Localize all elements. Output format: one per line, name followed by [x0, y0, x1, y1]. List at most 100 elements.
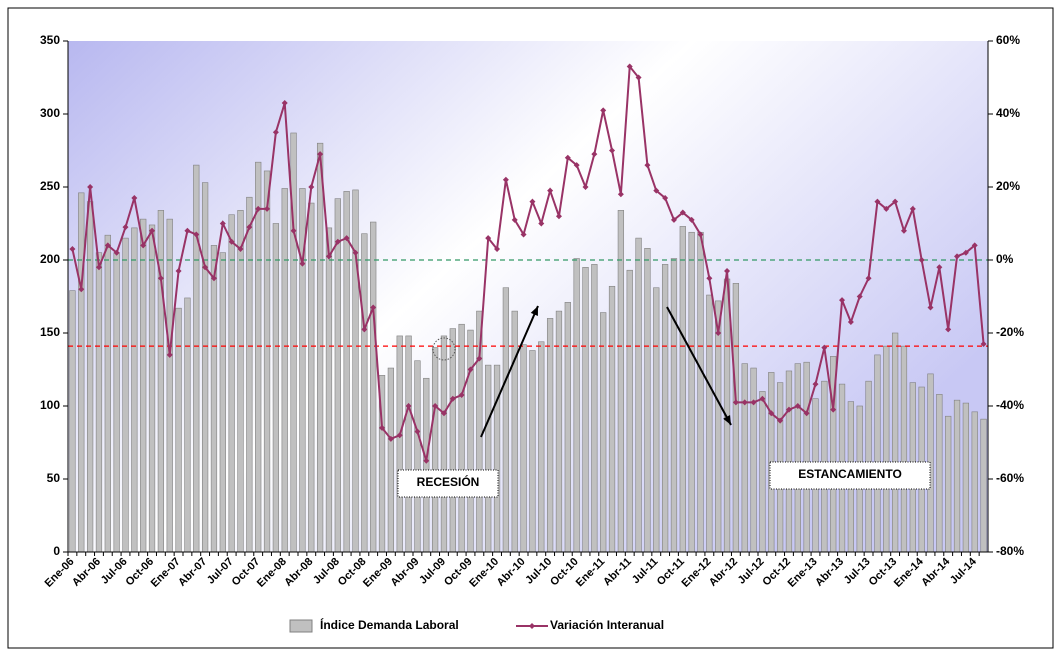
marker [361, 326, 368, 333]
marker [900, 227, 907, 234]
marker [149, 227, 156, 234]
marker [839, 297, 846, 304]
bar [555, 310, 563, 553]
marker [644, 162, 651, 169]
marker [626, 63, 633, 70]
marker [936, 264, 943, 271]
marker [210, 275, 217, 282]
bar [95, 252, 103, 553]
bar [184, 297, 191, 553]
marker [954, 253, 961, 260]
bar [387, 367, 395, 553]
bar [485, 364, 492, 553]
bar [396, 335, 403, 553]
bar [891, 332, 899, 553]
marker [821, 344, 828, 351]
y2-tick-label: 0% [996, 252, 1014, 266]
marker [485, 235, 492, 242]
y-tick-label: 0 [53, 544, 60, 558]
marker [308, 184, 315, 190]
arrow-head [530, 306, 538, 316]
bar [193, 164, 200, 553]
bar [945, 415, 952, 553]
bar [794, 363, 801, 553]
marker [573, 162, 580, 169]
marker [140, 242, 147, 249]
bar [263, 170, 271, 553]
bar [697, 231, 704, 553]
marker [202, 264, 209, 271]
bar [953, 399, 961, 553]
bar [785, 370, 793, 553]
bar [653, 287, 660, 553]
bar [325, 227, 333, 553]
bar [670, 258, 678, 553]
y2-tick-label: -20% [996, 325, 1024, 339]
arrow-head [723, 415, 731, 425]
arrow [480, 305, 539, 438]
marker [467, 366, 474, 373]
marker [529, 198, 536, 205]
bar [228, 214, 235, 553]
bar [352, 189, 359, 553]
highlight-circle [432, 337, 456, 361]
marker [750, 399, 757, 406]
marker [600, 107, 607, 114]
bar [316, 142, 324, 553]
marker [962, 249, 969, 256]
bar [520, 344, 527, 553]
marker [918, 257, 925, 263]
legend-marker [529, 623, 535, 629]
marker [184, 227, 191, 234]
marker [166, 351, 173, 358]
marker [246, 224, 253, 231]
marker [971, 242, 978, 249]
marker [856, 293, 863, 300]
annotation: RECESIÓN [417, 474, 480, 489]
y-tick-label: 250 [40, 179, 60, 193]
marker [193, 231, 200, 238]
marker [343, 235, 350, 242]
marker [237, 246, 244, 253]
marker [547, 187, 554, 194]
y-tick-label: 150 [40, 325, 60, 339]
bar [635, 237, 642, 553]
marker [732, 399, 739, 406]
bar [343, 191, 350, 553]
bar [706, 294, 713, 553]
marker [679, 209, 686, 216]
y2-tick-label: 20% [996, 179, 1020, 193]
marker [794, 403, 801, 409]
marker [387, 435, 394, 442]
annotation-box [769, 461, 931, 490]
marker [87, 184, 94, 190]
marker [847, 319, 854, 326]
marker [290, 227, 297, 234]
bar [980, 418, 987, 553]
bar [600, 312, 607, 553]
bar [617, 210, 625, 553]
legend-swatch [289, 619, 313, 633]
marker [662, 194, 669, 201]
marker [113, 249, 120, 256]
bar [414, 360, 421, 553]
bar [449, 328, 456, 553]
marker [697, 231, 704, 238]
bar [644, 248, 651, 553]
marker [432, 403, 439, 409]
marker [414, 428, 421, 435]
marker [104, 242, 111, 249]
marker [927, 304, 934, 311]
marker [564, 154, 571, 161]
bar [608, 285, 616, 553]
bar [334, 198, 341, 553]
marker [909, 205, 916, 212]
bar [750, 367, 757, 553]
marker [688, 216, 695, 223]
marker [131, 194, 138, 201]
marker [706, 275, 713, 282]
bar [874, 354, 881, 553]
bar [688, 231, 695, 553]
bar [423, 377, 430, 553]
y2-tick-label: 60% [996, 33, 1020, 47]
